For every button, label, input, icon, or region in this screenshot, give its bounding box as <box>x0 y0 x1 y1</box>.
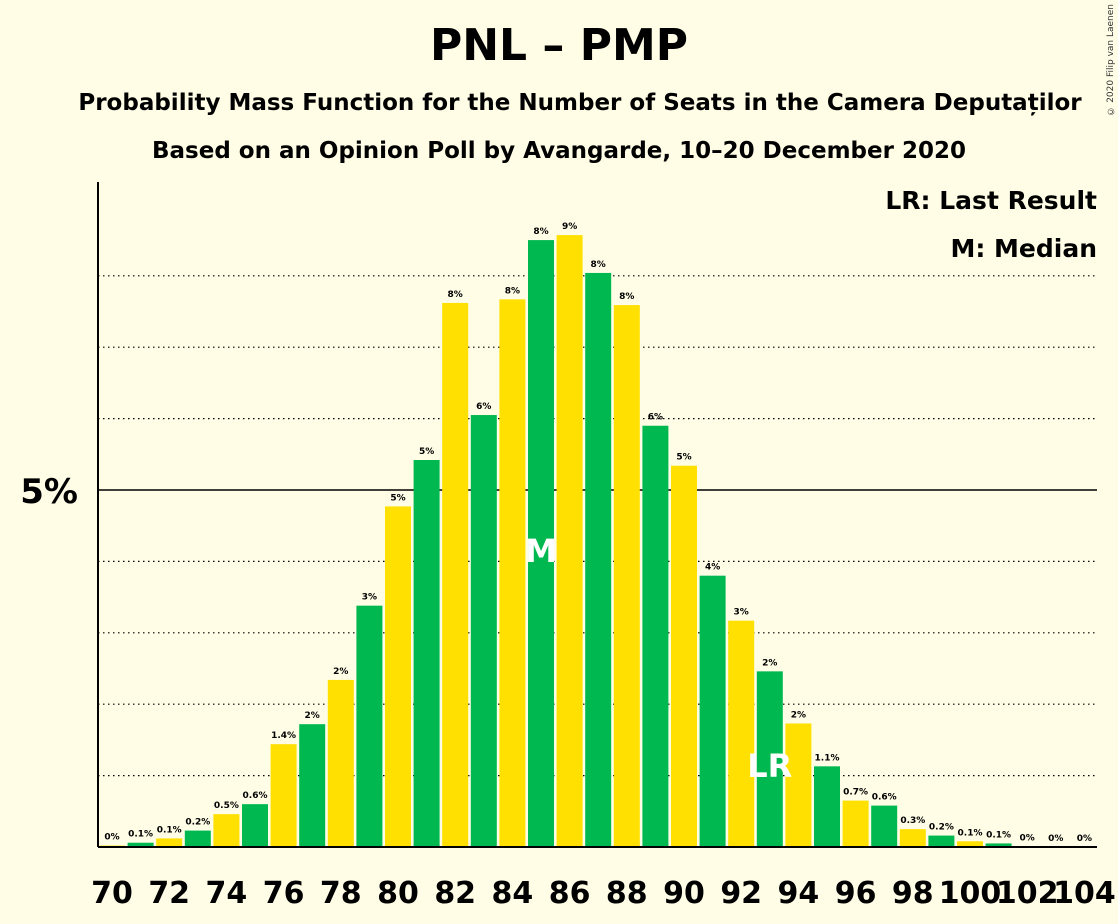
data-label-95: 1.1% <box>815 753 840 763</box>
data-label-100: 0.1% <box>958 828 983 838</box>
data-label-101: 0.1% <box>986 830 1011 840</box>
x-tick-label: 104 <box>1053 876 1116 911</box>
y-tick-label: 5% <box>20 472 78 512</box>
bar-97 <box>871 805 898 847</box>
bar-72 <box>156 838 183 847</box>
data-label-83: 6% <box>476 402 491 412</box>
data-label-89: 6% <box>648 413 663 423</box>
x-tick-label: 84 <box>492 876 534 911</box>
data-label-70: 0% <box>104 833 119 843</box>
data-label-98: 0.3% <box>900 816 925 826</box>
bar-82 <box>442 302 469 847</box>
bar-88 <box>613 305 640 848</box>
data-label-93: 2% <box>762 658 777 668</box>
data-label-72: 0.1% <box>157 825 182 835</box>
bar-95 <box>814 766 840 847</box>
bar-79 <box>356 605 383 847</box>
bar-91 <box>699 575 726 847</box>
data-label-82: 8% <box>448 290 463 300</box>
x-tick-label: 96 <box>835 876 877 911</box>
chart-source: Based on an Opinion Poll by Avangarde, 1… <box>152 138 966 164</box>
bar-100 <box>957 841 983 847</box>
data-label-78: 2% <box>333 667 348 677</box>
x-tick-label: 70 <box>91 876 133 911</box>
data-label-84: 8% <box>505 286 520 296</box>
bar-73 <box>184 830 211 847</box>
bar-93 <box>756 671 783 847</box>
bar-76 <box>270 744 297 847</box>
data-label-94: 2% <box>791 710 806 720</box>
data-label-85: 8% <box>533 227 548 237</box>
bar-101 <box>985 843 1012 847</box>
median-marker: M <box>525 532 557 570</box>
data-label-87: 8% <box>591 260 606 270</box>
x-tick-label: 90 <box>663 876 705 911</box>
data-label-79: 3% <box>362 593 377 603</box>
bar-74 <box>213 814 240 847</box>
legend-median: M: Median <box>950 234 1097 263</box>
x-tick-label: 92 <box>720 876 762 911</box>
bar-75 <box>242 804 268 847</box>
data-label-99: 0.2% <box>929 823 954 833</box>
bar-94 <box>785 723 812 847</box>
x-tick-label: 82 <box>434 876 476 911</box>
data-label-86: 9% <box>562 222 577 232</box>
x-tick-label: 72 <box>148 876 190 911</box>
data-label-88: 8% <box>619 292 634 302</box>
bar-78 <box>327 679 354 847</box>
data-label-81: 5% <box>419 447 434 457</box>
bar-90 <box>671 465 697 847</box>
data-label-80: 5% <box>390 493 405 503</box>
x-tick-label: 98 <box>892 876 934 911</box>
data-label-75: 0.6% <box>243 791 268 801</box>
data-label-71: 0.1% <box>128 830 153 840</box>
data-label-90: 5% <box>676 453 691 463</box>
x-tick-label: 78 <box>320 876 362 911</box>
data-label-92: 3% <box>734 608 749 618</box>
data-label-102: 0% <box>1020 833 1035 843</box>
bar-77 <box>299 724 326 847</box>
bar-71 <box>127 842 154 847</box>
bar-86 <box>556 235 583 848</box>
x-tick-label: 100 <box>939 876 1002 911</box>
bar-92 <box>728 620 755 847</box>
data-label-76: 1.4% <box>271 731 296 741</box>
bar-85 <box>528 240 554 848</box>
last-result-marker: LR <box>747 747 792 785</box>
x-tick-label: 74 <box>206 876 248 911</box>
bar-96 <box>842 800 869 847</box>
bar-87 <box>585 272 612 848</box>
x-tick-label: 76 <box>263 876 305 911</box>
bar-81 <box>413 460 440 847</box>
legend-last-result: LR: Last Result <box>885 186 1097 215</box>
bar-84 <box>499 299 526 847</box>
data-label-104: 0% <box>1077 834 1092 844</box>
chart-subtitle: Probability Mass Function for the Number… <box>78 90 1082 116</box>
bar-99 <box>928 835 955 847</box>
data-label-74: 0.5% <box>214 801 239 811</box>
data-label-77: 2% <box>305 711 320 721</box>
data-label-97: 0.6% <box>872 793 897 803</box>
x-tick-label: 102 <box>996 876 1059 911</box>
bar-80 <box>385 506 411 847</box>
x-tick-label: 86 <box>549 876 591 911</box>
data-label-91: 4% <box>705 563 720 573</box>
bar-98 <box>899 829 926 847</box>
x-tick-label: 80 <box>377 876 419 911</box>
data-label-103: 0% <box>1048 834 1063 844</box>
x-tick-label: 94 <box>778 876 820 911</box>
chart-title: PNL – PMP <box>429 20 689 71</box>
data-label-96: 0.7% <box>843 788 868 798</box>
x-tick-label: 88 <box>606 876 648 911</box>
bar-83 <box>470 415 497 847</box>
data-label-73: 0.2% <box>185 818 210 828</box>
bar-89 <box>642 425 669 847</box>
